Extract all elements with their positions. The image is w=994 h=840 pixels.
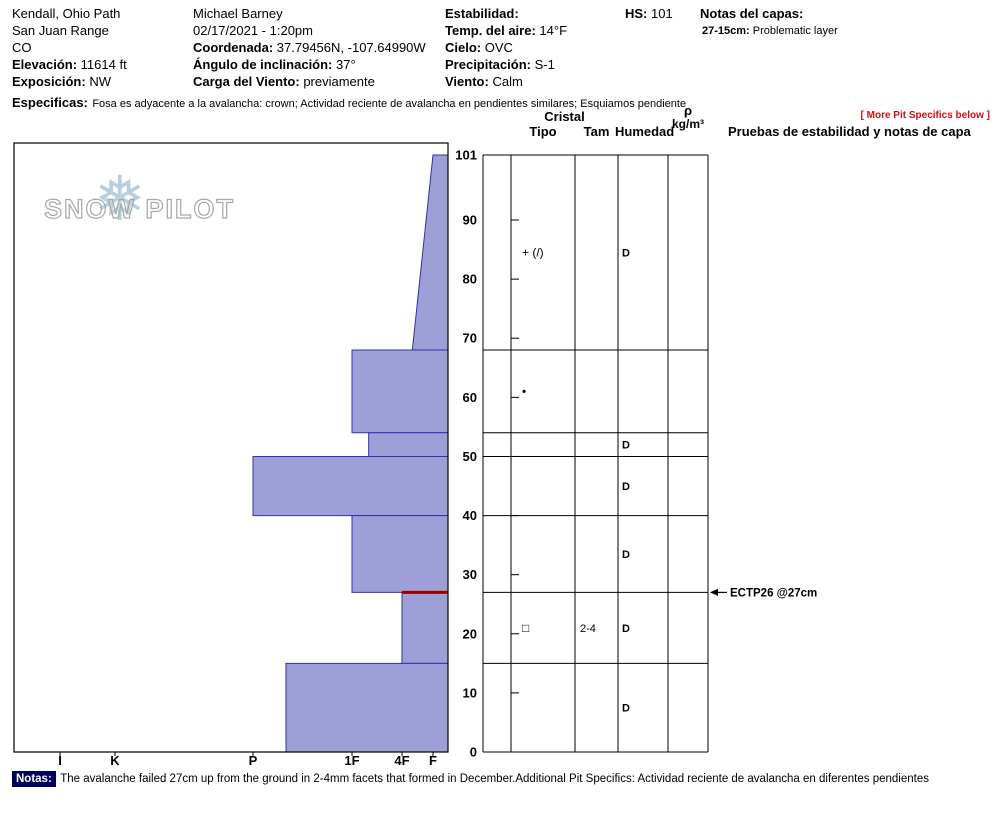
hardness-tick-label: F (429, 753, 437, 768)
arrow-left-icon (710, 588, 718, 596)
moisture-value: D (622, 623, 630, 635)
wind-loading-value: previamente (303, 74, 375, 89)
air-temp-value: 14°F (539, 23, 568, 38)
depth-tick-label: 80 (463, 272, 477, 287)
elevation-label: Elevación: (12, 57, 78, 72)
pit-datetime: 02/17/2021 - 1:20pm (193, 23, 313, 38)
specifics-label: Especificas: (12, 95, 88, 110)
moisture-value: D (622, 440, 630, 452)
depth-tick-label: 30 (463, 567, 477, 582)
sky-value: OVC (484, 40, 513, 55)
wind-loading-line: Carga del Viento: previamente (193, 74, 375, 89)
grain-type-value: • (522, 384, 526, 398)
hardness-tick-label: 1F (344, 753, 359, 768)
snow-height-value: 101 (651, 6, 673, 21)
depth-tick-label: 50 (463, 449, 477, 464)
logo-text: SNOW PILOT (43, 193, 235, 224)
moisture-value: D (622, 703, 630, 715)
col-header-grain-size: Tam (583, 124, 610, 139)
precip-value: S-1 (534, 57, 555, 72)
snow-height-label: HS: (625, 6, 648, 21)
layer-notes-header: Notas del capas: (700, 6, 803, 21)
sky-label: Cielo: (445, 40, 482, 55)
stability-line: Estabilidad: (445, 6, 519, 21)
coordinates-value: 37.79456N, -107.64990W (276, 40, 426, 55)
notes-text: The avalanche failed 27cm up from the gr… (60, 773, 929, 785)
snowflake-icon: ❅ (94, 162, 146, 235)
layer-note: 27-15cm: Problematic layer (702, 25, 838, 37)
depth-tick-label: 101 (455, 148, 477, 163)
col-header-stability-tests: Pruebas de estabilidad y notas de capa (728, 124, 971, 139)
hardness-tick-label: I (58, 753, 62, 768)
more-specifics-note: [ More Pit Specifics below ] (860, 110, 990, 121)
slope-angle-label: Ángulo de inclinación: (193, 57, 333, 72)
air-temp-label: Temp. del aire: (445, 23, 536, 38)
profile-layer (252, 455, 449, 517)
profile-layer (368, 432, 449, 457)
slope-angle-line: Ángulo de inclinación: 37° (193, 57, 356, 72)
grain-type-value: □ (522, 621, 529, 635)
stability-test-label: ECTP26 @27cm (730, 587, 817, 599)
pit-specifics-line: Especificas: Fosa es adyacente a la aval… (12, 94, 686, 112)
grain-size-value: 2-4 (580, 623, 596, 635)
depth-tick-label: 60 (463, 390, 477, 405)
stability-label: Estabilidad: (445, 6, 519, 21)
hardness-tick-label: K (110, 753, 120, 768)
moisture-value: D (622, 549, 630, 561)
profile-layer (285, 662, 449, 753)
wind-loading-label: Carga del Viento: (193, 74, 300, 89)
depth-tick-label: 70 (463, 331, 477, 346)
pit-state: CO (12, 40, 32, 55)
coordinates-line: Coordenada: 37.79456N, -107.64990W (193, 40, 426, 55)
elevation-value: 11614 ft (80, 57, 127, 72)
depth-tick-label: 40 (463, 508, 477, 523)
observer-name: Michael Barney (193, 6, 283, 21)
precip-line: Precipitación: S-1 (445, 57, 555, 72)
crystal-group-header: Cristal (544, 109, 585, 124)
air-temp-line: Temp. del aire: 14°F (445, 23, 567, 38)
snow-height-line: HS: 101 (625, 6, 673, 21)
hardness-tick-label: P (249, 753, 258, 768)
density-units: kg/m³ (671, 117, 704, 131)
depth-tick-label: 10 (463, 685, 477, 700)
wind-label: Viento: (445, 74, 489, 89)
aspect-line: Exposición: NW (12, 74, 111, 89)
hardness-tick-label: 4F (394, 753, 409, 768)
pit-name: Kendall, Ohio Path (12, 6, 121, 21)
col-header-moisture: Humedad (615, 124, 675, 139)
sky-line: Cielo: OVC (445, 40, 513, 55)
profile-layer (351, 515, 449, 593)
layer-note-depth: 27-15cm: (702, 25, 750, 37)
col-header-grain-type: Tipo (529, 124, 557, 139)
precip-label: Precipitación: (445, 57, 531, 72)
profile-layer (411, 154, 449, 351)
moisture-value: D (622, 481, 630, 493)
snowpilot-logo: ❅ SNOW PILOT (42, 162, 233, 248)
wind-value: Calm (492, 74, 523, 89)
pit-range: San Juan Range (12, 23, 109, 38)
depth-tick-label: 0 (470, 745, 477, 760)
profile-layer (351, 349, 449, 434)
notes-bar: Notas: The avalanche failed 27cm up from… (12, 769, 929, 787)
depth-tick-label: 90 (463, 213, 477, 228)
depth-tick-label: 20 (463, 626, 477, 641)
plot-border (13, 142, 449, 753)
slope-angle-value: 37° (336, 57, 356, 72)
profile-layer (401, 591, 449, 664)
wind-line: Viento: Calm (445, 74, 523, 89)
specifics-text: Fosa es adyacente a la avalancha: crown;… (92, 98, 687, 110)
notes-label: Notas: (12, 771, 56, 787)
layer-note-text: Problematic layer (752, 25, 838, 37)
aspect-value: NW (89, 74, 111, 89)
aspect-label: Exposición: (12, 74, 86, 89)
layer-notes-label: Notas del capas: (700, 6, 804, 21)
density-symbol: ρ (683, 103, 693, 118)
moisture-value: D (622, 248, 630, 260)
grain-type-value: + (/) (522, 246, 544, 260)
coordinates-label: Coordenada: (193, 40, 274, 55)
elevation-line: Elevación: 11614 ft (12, 57, 127, 72)
